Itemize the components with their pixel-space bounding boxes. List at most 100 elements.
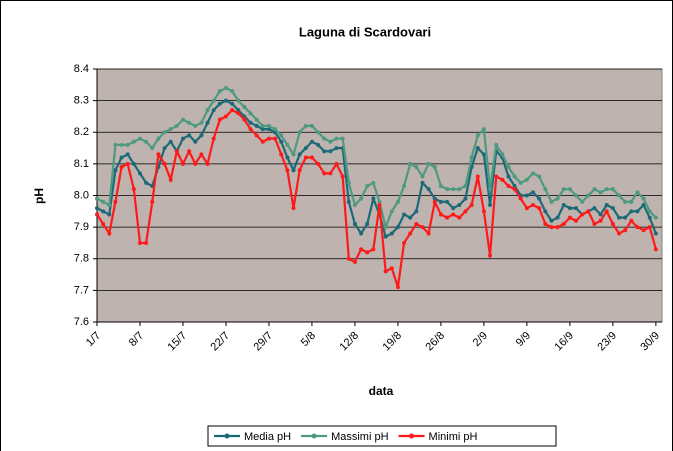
data-point (279, 133, 284, 138)
legend-box (207, 425, 557, 447)
data-point (635, 190, 640, 195)
data-point (580, 199, 585, 204)
data-point (647, 215, 652, 220)
data-point (451, 212, 456, 217)
data-point (432, 165, 437, 170)
data-point (205, 161, 210, 166)
chart-title: Laguna di Scardovari (299, 24, 431, 39)
data-point (260, 123, 265, 128)
data-point (199, 120, 204, 125)
data-point (260, 127, 265, 132)
data-point (125, 161, 130, 166)
data-point (193, 161, 198, 166)
data-point (518, 196, 523, 201)
data-point (223, 85, 228, 90)
x-axis-title: data (369, 384, 394, 398)
data-point (500, 177, 505, 182)
data-point (371, 180, 376, 185)
data-point (494, 142, 499, 147)
data-point (137, 240, 142, 245)
data-point (592, 206, 597, 211)
data-point (463, 196, 468, 201)
data-point (217, 117, 222, 122)
data-point (193, 123, 198, 128)
data-point (230, 101, 235, 106)
legend-marker (409, 433, 415, 439)
data-point (359, 196, 364, 201)
legend-label: Massimi pH (331, 431, 389, 443)
data-point (168, 177, 173, 182)
data-point (506, 184, 511, 189)
data-point (137, 136, 142, 141)
data-point (537, 196, 542, 201)
data-point (236, 108, 241, 113)
data-point (457, 215, 462, 220)
data-point (174, 149, 179, 154)
data-point (420, 174, 425, 179)
data-point (125, 142, 130, 147)
data-point (555, 196, 560, 201)
data-point (162, 146, 167, 151)
data-point (285, 155, 290, 160)
data-point (334, 136, 339, 141)
data-point (604, 187, 609, 192)
data-point (187, 133, 192, 138)
data-point (629, 209, 634, 214)
data-point (469, 155, 474, 160)
y-tick-label: 8.4 (74, 63, 89, 75)
data-point (199, 152, 204, 157)
data-point (322, 136, 327, 141)
data-point (438, 184, 443, 189)
data-point (119, 155, 124, 160)
data-point (420, 225, 425, 230)
data-point (414, 209, 419, 214)
data-point (524, 177, 529, 182)
data-point (561, 202, 566, 207)
data-point (248, 111, 253, 116)
data-point (125, 152, 130, 157)
y-tick-label: 8.1 (74, 158, 89, 170)
legend: Media pH Massimi pH Minimi pH (207, 425, 557, 447)
data-point (365, 221, 370, 226)
data-point (168, 127, 173, 132)
data-point (574, 193, 579, 198)
data-point (322, 171, 327, 176)
data-point (604, 209, 609, 214)
data-point (653, 231, 658, 236)
data-point (352, 259, 357, 264)
data-point (162, 161, 167, 166)
data-point (623, 228, 628, 233)
data-point (641, 202, 646, 207)
data-point (463, 209, 468, 214)
data-point (617, 231, 622, 236)
data-point (365, 184, 370, 189)
data-point (481, 152, 486, 157)
data-point (260, 139, 265, 144)
data-point (586, 193, 591, 198)
data-point (180, 136, 185, 141)
data-point (352, 221, 357, 226)
data-point (205, 120, 210, 125)
data-point (488, 202, 493, 207)
data-point (506, 174, 511, 179)
data-point (230, 89, 235, 94)
data-point (531, 202, 536, 207)
data-point (506, 165, 511, 170)
data-point (574, 206, 579, 211)
data-point (107, 202, 112, 207)
data-point (598, 218, 603, 223)
y-tick-label: 8.0 (74, 189, 89, 201)
data-point (266, 123, 271, 128)
data-point (377, 199, 382, 204)
data-point (635, 225, 640, 230)
data-point (408, 161, 413, 166)
data-point (223, 114, 228, 119)
data-point (592, 221, 597, 226)
data-point (445, 215, 450, 220)
data-point (101, 199, 106, 204)
data-point (279, 139, 284, 144)
data-point (328, 171, 333, 176)
data-point (617, 193, 622, 198)
data-point (383, 269, 388, 274)
data-point (389, 266, 394, 271)
